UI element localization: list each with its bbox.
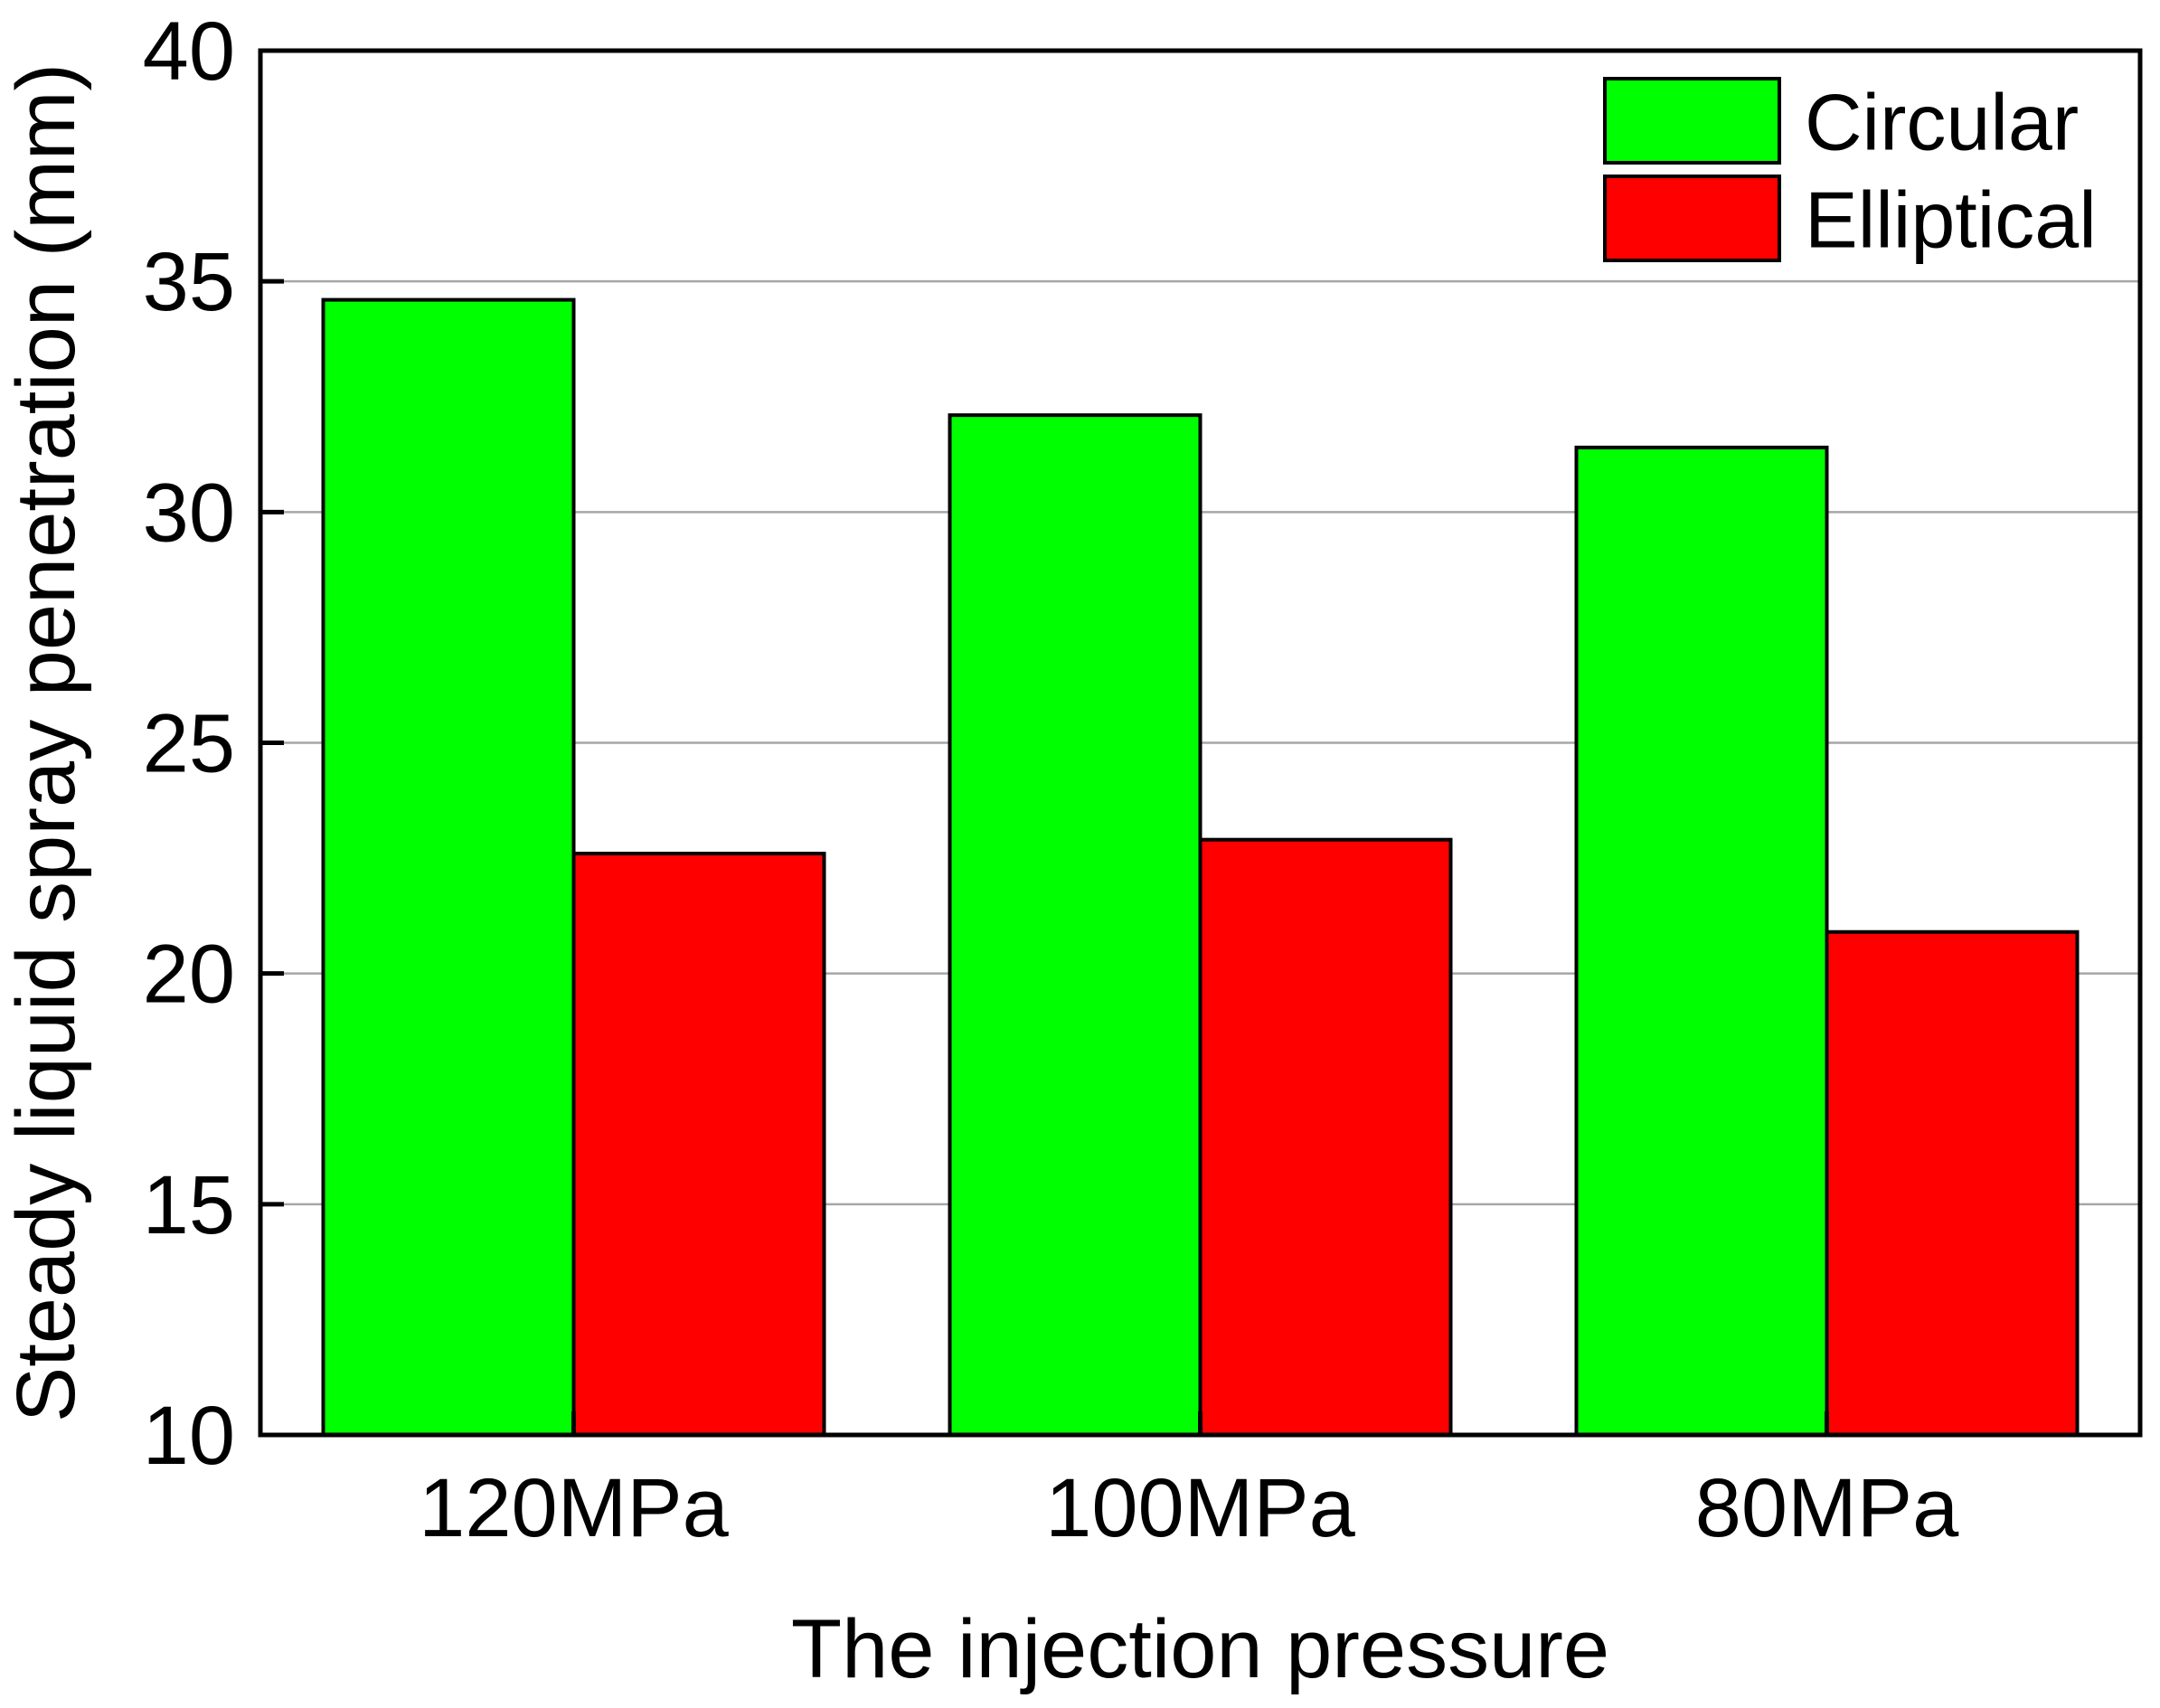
y-tick-label: 30 xyxy=(143,467,235,559)
legend-swatch-elliptical xyxy=(1603,175,1781,262)
bar-circular-80mpa xyxy=(1574,445,1829,1437)
x-tick-labels: 120MPa 100MPa 80MPa xyxy=(419,1462,1959,1554)
x-tick-label: 80MPa xyxy=(1695,1462,1959,1554)
y-tick-labels: 10 15 20 25 30 35 40 xyxy=(143,5,235,1482)
bar-circular-120mpa xyxy=(321,297,576,1438)
y-tick-label: 20 xyxy=(143,929,235,1021)
y-tick-label: 10 xyxy=(143,1390,235,1482)
x-axis-label: The injection pressure xyxy=(791,1603,1609,1695)
y-tick-label: 35 xyxy=(143,236,235,328)
bar-circular-100mpa xyxy=(948,413,1203,1437)
legend-label-circular: Circular xyxy=(1805,78,2079,167)
x-tick-label: 120MPa xyxy=(419,1462,729,1554)
bar-elliptical-100mpa xyxy=(1198,837,1453,1437)
x-tick-label: 100MPa xyxy=(1045,1462,1355,1554)
bar-elliptical-80mpa xyxy=(1825,929,2080,1437)
legend-label-elliptical: Elliptical xyxy=(1805,175,2097,265)
bar-elliptical-120mpa xyxy=(571,851,826,1437)
bars xyxy=(321,297,2080,1438)
y-tick-label: 15 xyxy=(143,1159,235,1251)
axis-ticks xyxy=(260,48,1829,1438)
y-tick-label: 40 xyxy=(143,5,235,98)
y-tick-label: 25 xyxy=(143,698,235,790)
legend-swatch-circular xyxy=(1603,77,1781,165)
y-axis-label: Steady liquid spray penetration (mm) xyxy=(0,63,92,1422)
